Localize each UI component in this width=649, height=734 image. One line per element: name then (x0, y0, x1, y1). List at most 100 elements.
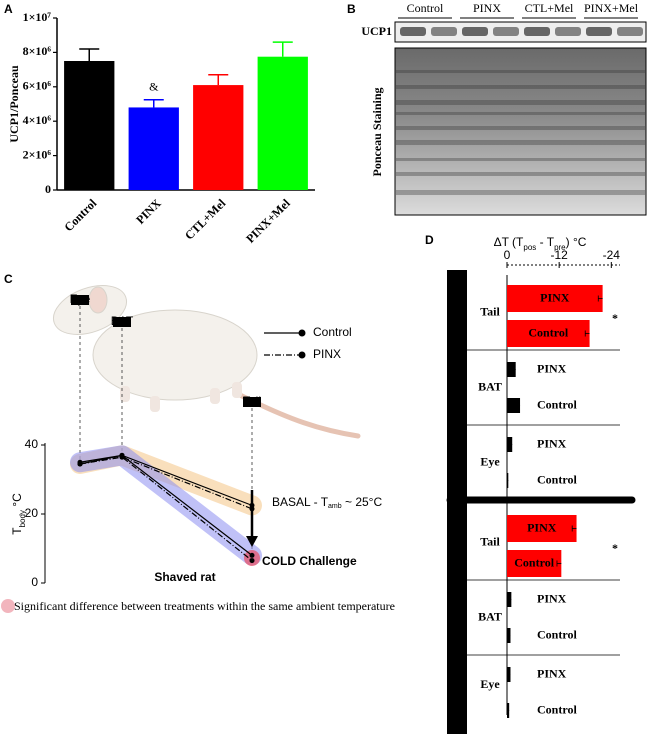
bar (507, 362, 516, 377)
arrow-head (246, 536, 258, 547)
bar (257, 56, 308, 191)
loading-label: Ponceau Staining (370, 87, 384, 176)
y-axis-label: UCP1/Ponceau (7, 65, 21, 143)
x-tick-label: 0 (504, 248, 511, 262)
text-part: T (10, 527, 24, 535)
category-label: Tail (480, 534, 500, 548)
bar-label: Control (537, 397, 577, 411)
legend-dot (298, 351, 306, 359)
y-tick-label: 1×10⁷ (23, 10, 52, 24)
y-tick-label: 0 (45, 182, 51, 196)
footnote-marker (1, 599, 15, 613)
panel-label: B (347, 2, 356, 16)
site-label: Eye (70, 292, 91, 306)
ponceau-band (396, 158, 645, 161)
text-part: BASAL - T (272, 495, 329, 509)
significance-marker: * (612, 311, 618, 325)
site-label: BAT (111, 314, 134, 328)
category-label: BAT (478, 379, 502, 393)
rat-ear (88, 286, 108, 314)
site-label: Tail (243, 394, 261, 408)
blot-band (462, 27, 488, 36)
bar-label: PINX (540, 290, 570, 304)
y-tick-label: 0 (31, 575, 38, 589)
bar (193, 85, 244, 190)
ponceau-band (396, 100, 645, 105)
rat-leg (120, 386, 130, 402)
chart-title: ΔT (Tpos - Tpre) °C (494, 235, 587, 251)
lane-label: PINX+Mel (584, 1, 639, 15)
subscript: pos (523, 243, 536, 252)
bar-label: PINX (527, 520, 557, 534)
legend-label: PINX (313, 347, 341, 361)
x-tick-label: CTL+Mel (182, 196, 229, 243)
site-tag (113, 317, 131, 327)
text-part: ΔT (T (494, 235, 524, 249)
x-tick-label: PINX+Mel (243, 196, 293, 246)
y-tick-label: 2×10⁶ (23, 147, 52, 161)
y-axis-label: Tbody °C (10, 493, 26, 535)
blot-band (400, 27, 426, 36)
blot-band (617, 27, 643, 36)
ucp1-blot (394, 21, 647, 43)
group-label: Shaved rat (449, 584, 463, 636)
series-point (249, 558, 255, 564)
bar (128, 107, 179, 190)
bar-label: PINX (537, 591, 567, 605)
text-part: °C (10, 493, 24, 510)
legend-dot (298, 329, 306, 337)
significance-halo (244, 549, 260, 566)
y-tick-label: 20 (25, 506, 39, 520)
y-tick-label: 8×10⁶ (23, 44, 52, 58)
y-tick-label: 6×10⁶ (23, 79, 52, 93)
rat-leg (232, 382, 242, 398)
cold-label: COLD Challenge (262, 554, 357, 568)
category-label: Tail (480, 304, 500, 318)
ponceau-band (396, 126, 645, 130)
legend-label: Control (313, 325, 352, 339)
ponceau-blot (394, 47, 647, 216)
site-tag (243, 397, 261, 407)
ponceau-band (396, 172, 645, 176)
subscript: pre (554, 243, 566, 252)
basal-label: BASAL - Tamb ~ 25°C (272, 495, 382, 510)
text-part: ~ 25°C (342, 495, 383, 509)
lane-label: Control (407, 1, 444, 15)
bar (507, 320, 590, 347)
bar-label: PINX (537, 361, 567, 375)
ponceau-band (396, 190, 645, 195)
category-label: BAT (478, 609, 502, 623)
bar-label: Control (537, 627, 577, 641)
bar (507, 515, 577, 542)
bar-label: Control (528, 325, 568, 339)
bar-label: Control (514, 555, 554, 569)
bar (507, 550, 562, 577)
footnote: Significant difference between treatment… (14, 599, 395, 613)
ponceau-band (396, 140, 645, 145)
category-label: Eye (480, 454, 500, 468)
category-label: Eye (480, 677, 500, 691)
bar-label: PINX (537, 436, 567, 450)
blot-band (555, 27, 581, 36)
annotation: & (149, 79, 159, 93)
blot-band (586, 27, 612, 36)
blot-band (493, 27, 519, 36)
series-point (119, 454, 125, 460)
text-part: - T (536, 235, 554, 249)
y-tick-label: 40 (25, 437, 39, 451)
bar-label: Control (537, 472, 577, 486)
rat-leg (210, 388, 220, 404)
significance-marker: * (612, 541, 618, 555)
bar-label: Control (537, 702, 577, 716)
x-tick-label: -12 (550, 248, 568, 262)
bar (507, 285, 603, 312)
ponceau-band (396, 112, 645, 115)
series-line (79, 456, 253, 562)
subtitle: Shaved rat (154, 570, 215, 584)
subscript: body (18, 510, 27, 527)
panel-label: A (4, 2, 13, 16)
lane-label: PINX (473, 1, 501, 15)
x-tick-label: Control (61, 196, 99, 234)
bar (507, 398, 521, 413)
bar (507, 437, 513, 452)
